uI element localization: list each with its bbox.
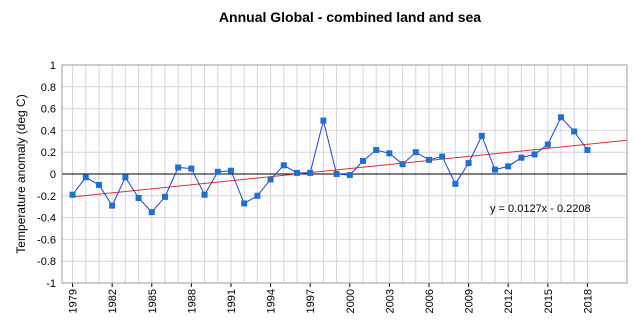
plot-border [61, 64, 628, 284]
point [452, 180, 459, 187]
point [214, 168, 221, 175]
point [241, 200, 248, 207]
y-tick-label: 0.6 [41, 104, 56, 116]
x-tick-label: 1985 [147, 289, 159, 313]
point [557, 114, 564, 121]
x-tick-label: 1994 [266, 289, 278, 313]
point [320, 117, 327, 124]
x-tick-label: 2009 [464, 289, 476, 313]
point [439, 153, 446, 160]
x-tick-label: 1997 [305, 289, 317, 313]
point [175, 164, 182, 171]
x-tick-label: 1979 [68, 289, 80, 313]
y-tick-label: -0.8 [37, 256, 56, 268]
y-tick-label: 1 [50, 60, 56, 72]
point [95, 181, 102, 188]
point [491, 166, 498, 173]
point [412, 149, 419, 156]
point [518, 154, 525, 161]
trendline [72, 139, 628, 198]
point [82, 174, 89, 181]
point [135, 194, 142, 201]
point [544, 141, 551, 148]
point [293, 169, 300, 176]
y-tick-label: 0.2 [41, 147, 56, 159]
point [148, 209, 155, 216]
point [373, 147, 380, 154]
point [201, 191, 208, 198]
point [333, 171, 340, 177]
x-tick-label: 2000 [345, 289, 357, 313]
chart-title: Annual Global - combined land and sea [219, 9, 481, 25]
series-line [72, 116, 588, 213]
x-tick-label: 1982 [107, 289, 119, 313]
y-tick-label: -0.6 [37, 234, 56, 246]
point [280, 162, 287, 169]
point [359, 157, 366, 164]
point [346, 172, 353, 179]
y-tick-label: 0.8 [41, 82, 56, 94]
point [267, 176, 274, 183]
point [161, 193, 168, 200]
y-axis-label: Temperature anomaly (deg C) [14, 94, 28, 253]
x-tick-label: 2003 [384, 289, 396, 313]
point [571, 128, 578, 135]
point [505, 163, 512, 170]
x-tick-label: 2015 [543, 289, 555, 313]
trendline-label: y = 0.0127x - 0.2208 [490, 203, 591, 215]
y-tick-label: -0.4 [37, 213, 56, 225]
point [227, 167, 234, 174]
y-tick-label: -1 [46, 278, 56, 290]
x-tick-label: 2012 [503, 289, 515, 313]
x-tick-label: 2018 [582, 289, 594, 313]
point [399, 161, 406, 168]
point [531, 151, 538, 158]
x-tick-label: 1988 [186, 289, 198, 313]
point [478, 132, 485, 139]
y-tick-label: -0.2 [37, 191, 56, 203]
y-tick-label: 0 [50, 169, 56, 181]
x-tick-label: 1991 [226, 289, 238, 313]
x-tick-label: 2006 [424, 289, 436, 313]
y-tick-label: 0.4 [41, 125, 56, 137]
point [386, 150, 393, 157]
point [188, 165, 195, 172]
point [425, 156, 432, 163]
point [307, 169, 314, 176]
point [584, 147, 591, 154]
point [465, 160, 472, 167]
point [122, 174, 129, 181]
point [69, 191, 76, 198]
point [254, 192, 261, 199]
point [109, 202, 116, 209]
